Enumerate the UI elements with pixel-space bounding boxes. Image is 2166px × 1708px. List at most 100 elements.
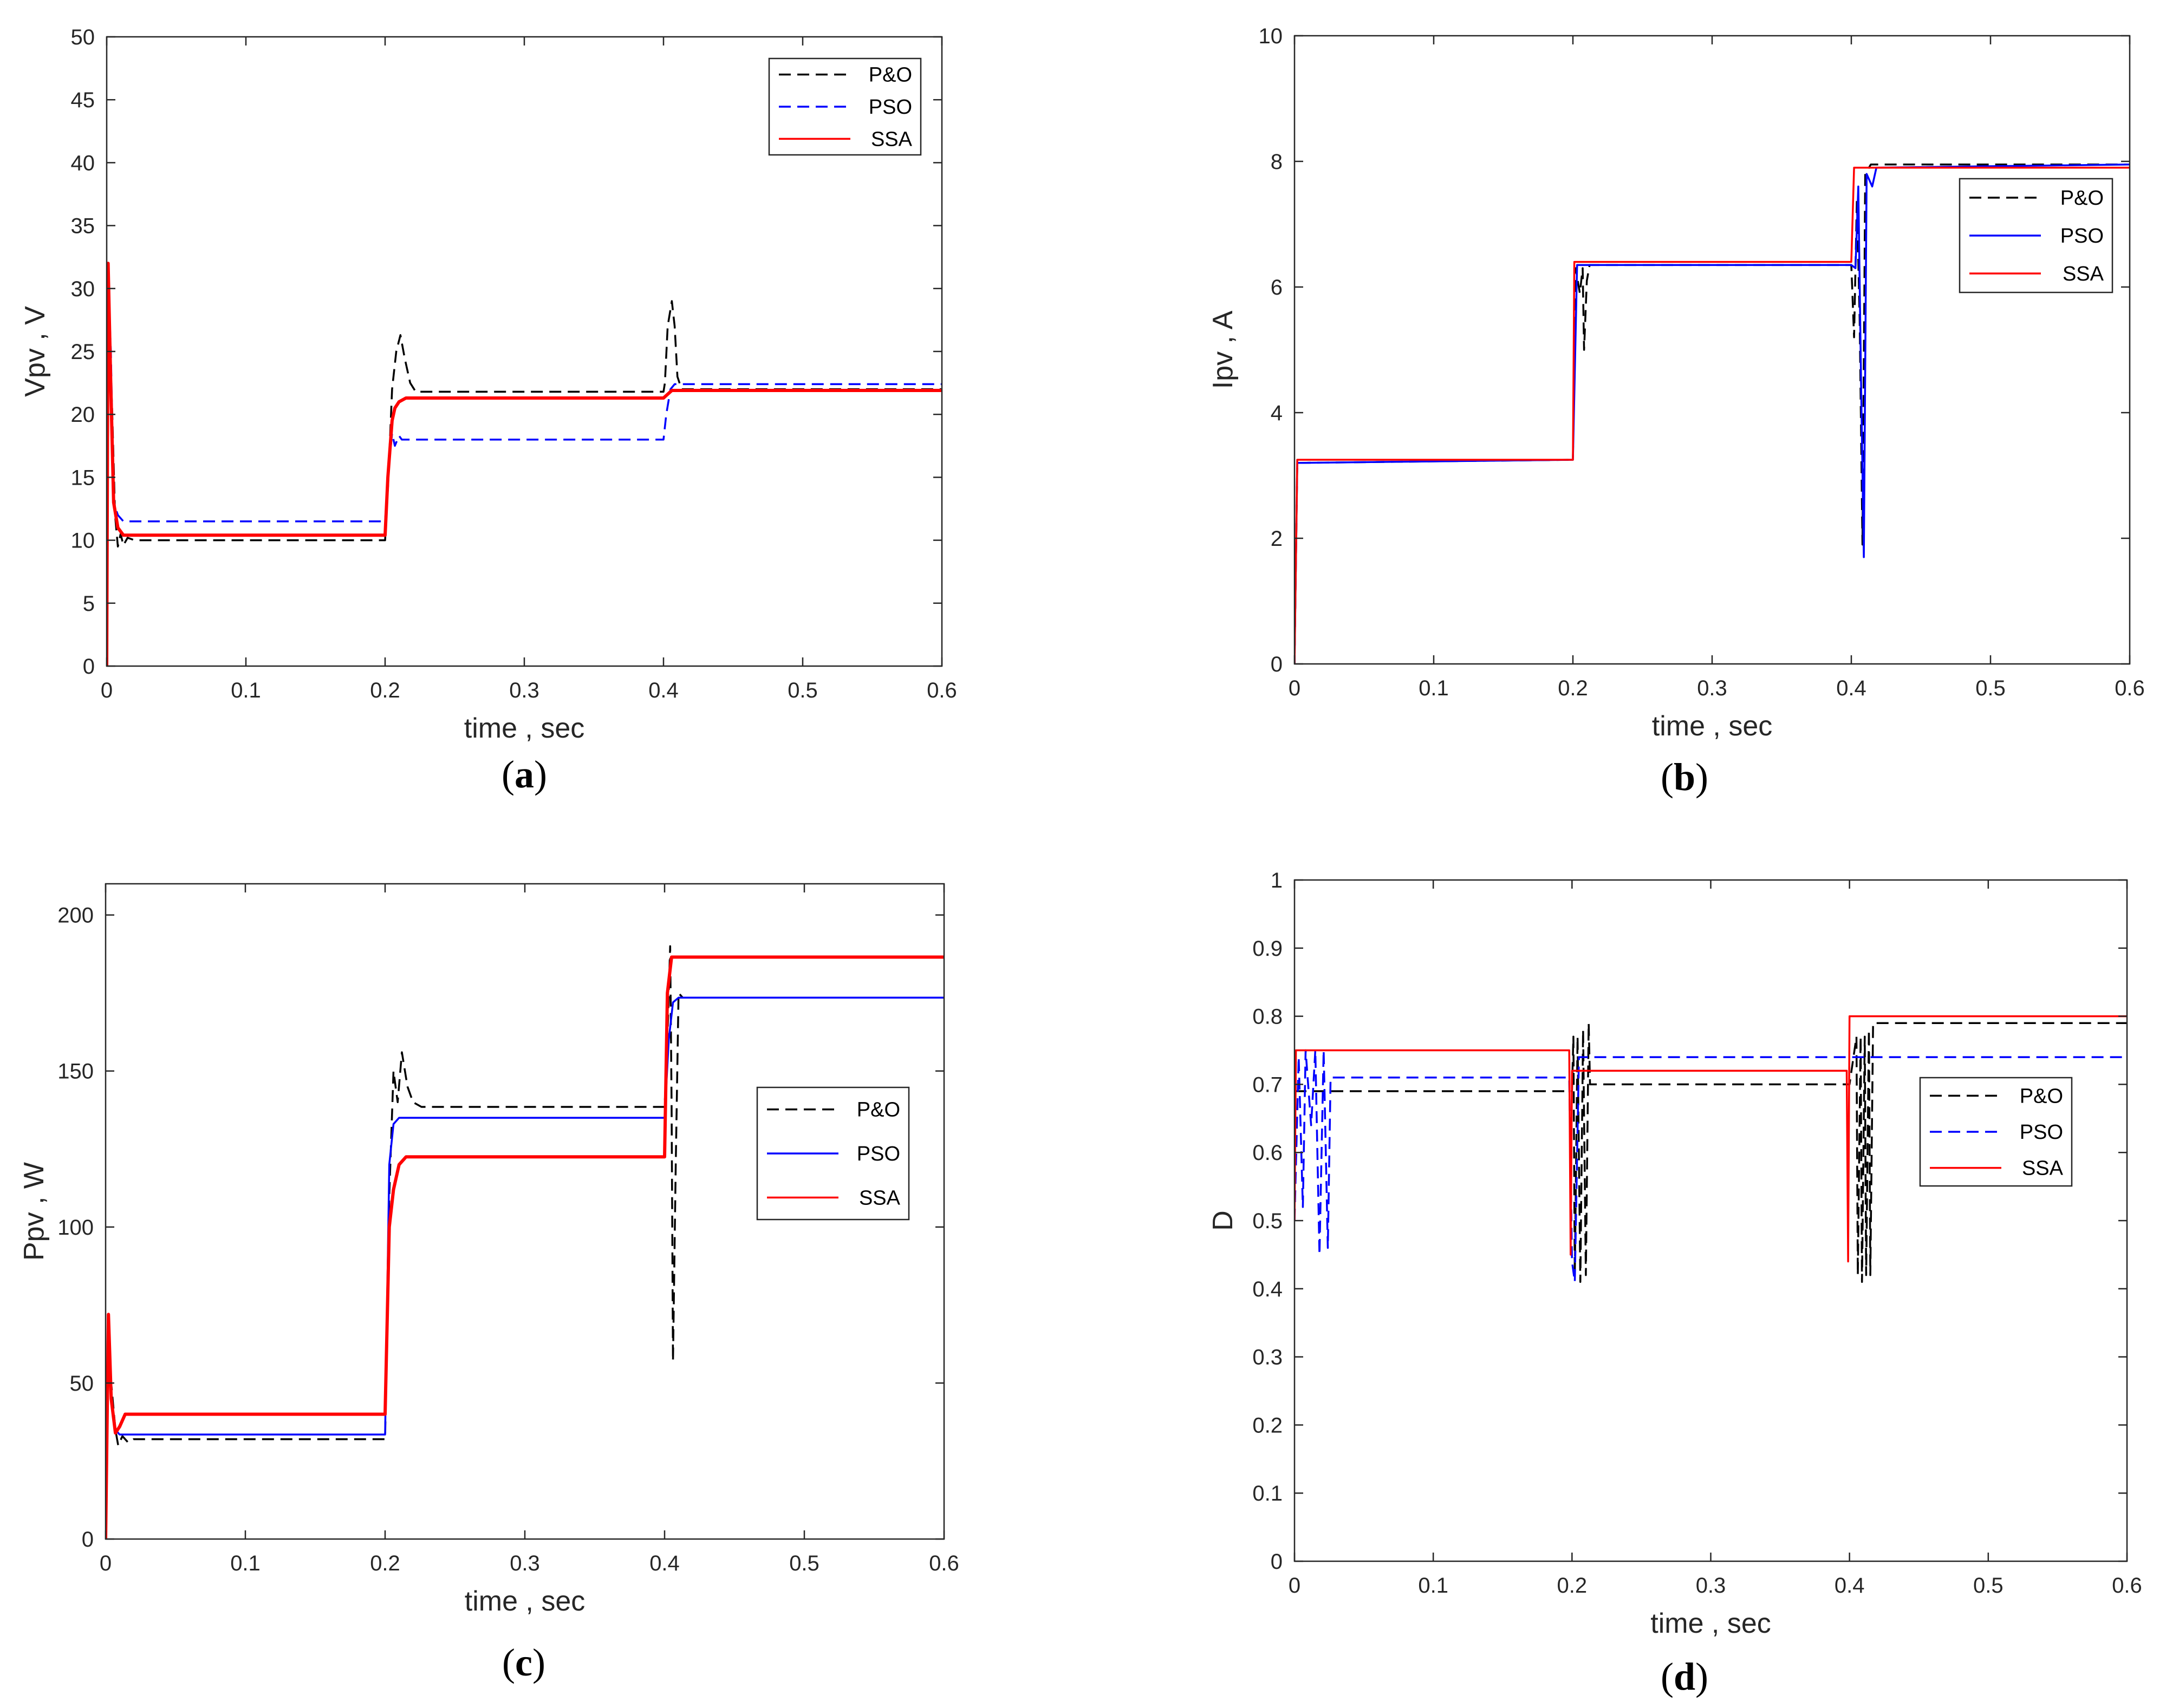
legend-label: P&O bbox=[857, 1099, 900, 1122]
y-tick-label: 0 bbox=[83, 655, 95, 679]
x-tick-label: 0.2 bbox=[1558, 676, 1588, 700]
series-line-po bbox=[107, 288, 942, 666]
plot-area bbox=[1295, 36, 2130, 664]
legend: P&O PSO SSA bbox=[1919, 1077, 2073, 1187]
y-tick-label: 0.1 bbox=[1252, 1482, 1283, 1505]
series-line-po bbox=[106, 945, 944, 1539]
y-tick-label: 20 bbox=[71, 403, 95, 427]
y-tick-label: 200 bbox=[57, 904, 94, 928]
y-tick-label: 0.9 bbox=[1252, 937, 1283, 961]
series-line-ssa bbox=[1295, 166, 2130, 664]
panel-caption: (c) bbox=[502, 1641, 545, 1684]
x-axis-label: time , sec bbox=[465, 1586, 586, 1617]
y-tick-label: 45 bbox=[71, 88, 95, 112]
y-tick-label: 150 bbox=[57, 1060, 94, 1084]
panel-caption: (d) bbox=[1661, 1655, 1708, 1698]
y-tick-label: 40 bbox=[71, 151, 95, 175]
y-tick-label: 50 bbox=[71, 25, 95, 49]
series-line-ssa bbox=[1295, 1015, 2127, 1263]
y-tick-label: 15 bbox=[71, 466, 95, 490]
y-tick-label: 6 bbox=[1271, 276, 1283, 299]
legend-label: PSO bbox=[2020, 1121, 2063, 1144]
legend-label: SSA bbox=[2022, 1157, 2064, 1180]
legend-label: P&O bbox=[869, 64, 912, 87]
x-tick-label: 0.5 bbox=[789, 1551, 819, 1575]
y-tick-label: 0.3 bbox=[1252, 1346, 1283, 1370]
series-group bbox=[1295, 1015, 2127, 1283]
series-group bbox=[106, 945, 944, 1539]
x-tick-label: 0 bbox=[1289, 676, 1300, 700]
x-tick-label: 0.6 bbox=[2115, 676, 2145, 700]
x-tick-label: 0.5 bbox=[1973, 1574, 2004, 1598]
series-line-pso bbox=[1295, 1049, 2127, 1283]
y-tick-label: 0.8 bbox=[1252, 1005, 1283, 1029]
x-tick-label: 0.5 bbox=[788, 679, 818, 702]
y-tick-label: 35 bbox=[71, 214, 95, 238]
y-tick-label: 10 bbox=[1259, 24, 1283, 48]
y-tick-label: 0.2 bbox=[1252, 1413, 1283, 1437]
x-tick-label: 0.4 bbox=[648, 679, 679, 702]
y-tick-label: 0 bbox=[1271, 1550, 1283, 1574]
x-tick-label: 0.4 bbox=[1836, 676, 1866, 700]
legend: P&O PSO SSA bbox=[1959, 178, 2113, 294]
y-tick-label: 0 bbox=[1271, 653, 1283, 676]
x-tick-label: 0 bbox=[101, 679, 113, 702]
panel-c: 0 0.1 0.2 0.3 0.4 0.5 0.6 0 50 100 150 200 time , se… bbox=[18, 883, 959, 1684]
series-group bbox=[1295, 164, 2130, 664]
y-tick-label: 0.4 bbox=[1252, 1277, 1283, 1301]
x-tick-label: 0.3 bbox=[1696, 1574, 1726, 1598]
panel-caption: (b) bbox=[1661, 755, 1708, 799]
legend-label: P&O bbox=[2060, 187, 2104, 210]
series-line-ssa bbox=[107, 262, 942, 666]
y-tick-label: 30 bbox=[71, 277, 95, 301]
y-tick-label: 100 bbox=[57, 1216, 94, 1240]
y-tick-label: 5 bbox=[83, 592, 95, 616]
legend-label: PSO bbox=[2060, 225, 2104, 247]
x-axis-label: time , sec bbox=[464, 713, 585, 744]
legend-label: SSA bbox=[871, 128, 913, 151]
series-group bbox=[107, 262, 942, 666]
series-line-ssa bbox=[106, 955, 944, 1539]
x-tick-label: 0.5 bbox=[1975, 676, 2006, 700]
panel-d: 0 0.1 0.2 0.3 0.4 0.5 0.6 0 0.1 0.2 0.3 0.4 0.5 0.6 0.… bbox=[1207, 869, 2142, 1698]
y-axis-label: Vpv , V bbox=[19, 306, 51, 397]
y-tick-label: 10 bbox=[71, 529, 95, 553]
y-tick-label: 8 bbox=[1271, 150, 1283, 174]
x-tick-label: 0.3 bbox=[510, 1551, 540, 1575]
y-tick-label: 1 bbox=[1271, 869, 1283, 892]
panel-b: 0 0.1 0.2 0.3 0.4 0.5 0.6 0 2 4 6 8 10 time , sec Ipv … bbox=[1207, 24, 2145, 799]
y-axis-label: Ipv , A bbox=[1207, 310, 1239, 389]
legend-label: P&O bbox=[2020, 1085, 2063, 1107]
x-tick-label: 0.3 bbox=[1697, 676, 1727, 700]
x-tick-label: 0.3 bbox=[509, 679, 539, 702]
y-tick-label: 0.5 bbox=[1252, 1209, 1283, 1233]
x-tick-label: 0.6 bbox=[2112, 1574, 2142, 1598]
legend-label: PSO bbox=[869, 96, 912, 119]
y-tick-label: 25 bbox=[71, 340, 95, 364]
x-axis-label: time , sec bbox=[1652, 710, 1773, 742]
y-tick-label: 2 bbox=[1271, 527, 1283, 551]
legend: P&O PSO SSA bbox=[768, 57, 922, 156]
x-tick-label: 0.6 bbox=[929, 1551, 959, 1575]
plot-area bbox=[1295, 880, 2127, 1561]
y-axis-label: Ppv , W bbox=[18, 1162, 50, 1261]
y-tick-label: 4 bbox=[1271, 401, 1283, 425]
x-tick-label: 0.6 bbox=[927, 679, 957, 702]
legend-label: SSA bbox=[2063, 263, 2104, 285]
legend: P&O PSO SSA bbox=[756, 1086, 910, 1221]
y-tick-label: 0 bbox=[82, 1528, 94, 1551]
panel-a: 0 0.1 0.2 0.3 0.4 0.5 0.6 0 5 10 15 20 25 30 35 40 45 50 t… bbox=[19, 25, 957, 796]
legend-label: SSA bbox=[859, 1187, 901, 1209]
y-tick-label: 50 bbox=[70, 1372, 94, 1396]
x-tick-label: 0.1 bbox=[230, 1551, 261, 1575]
legend-label: PSO bbox=[857, 1143, 900, 1165]
x-axis-label: time , sec bbox=[1650, 1608, 1771, 1639]
x-tick-label: 0.4 bbox=[649, 1551, 680, 1575]
x-tick-label: 0.2 bbox=[370, 679, 400, 702]
panel-caption: (a) bbox=[502, 753, 547, 796]
series-line-pso bbox=[107, 275, 942, 666]
x-tick-label: 0 bbox=[1289, 1574, 1300, 1598]
y-tick-label: 0.7 bbox=[1252, 1073, 1283, 1097]
x-tick-label: 0.1 bbox=[1419, 676, 1449, 700]
